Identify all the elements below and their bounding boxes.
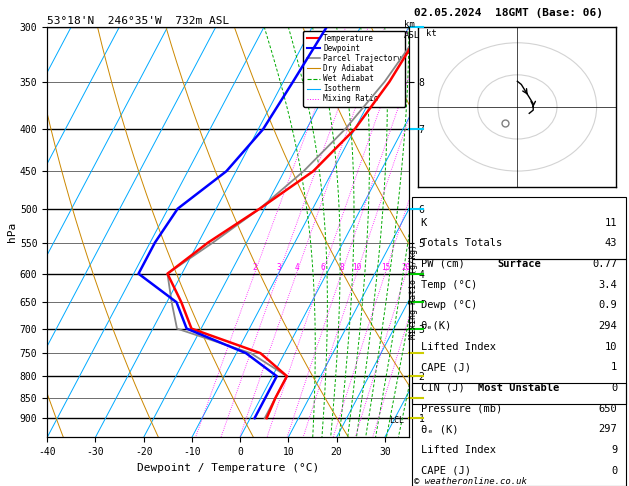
Text: 650: 650: [599, 403, 617, 414]
Text: 10: 10: [353, 263, 362, 272]
Text: θₑ (K): θₑ (K): [421, 424, 458, 434]
Text: 53°18'N  246°35'W  732m ASL: 53°18'N 246°35'W 732m ASL: [47, 16, 230, 26]
Text: LCL: LCL: [389, 416, 404, 425]
Text: 3.4: 3.4: [599, 279, 617, 290]
Text: Lifted Index: Lifted Index: [421, 445, 496, 455]
Text: 9: 9: [611, 445, 617, 455]
Text: 0: 0: [611, 383, 617, 393]
Text: 6: 6: [321, 263, 325, 272]
Text: Totals Totals: Totals Totals: [421, 238, 502, 248]
Legend: Temperature, Dewpoint, Parcel Trajectory, Dry Adiabat, Wet Adiabat, Isotherm, Mi: Temperature, Dewpoint, Parcel Trajectory…: [303, 31, 405, 106]
Text: km
ASL: km ASL: [404, 20, 420, 40]
Text: 15: 15: [381, 263, 390, 272]
Text: Mixing Ratio (g/kg): Mixing Ratio (g/kg): [409, 244, 418, 339]
Text: Lifted Index: Lifted Index: [421, 342, 496, 351]
Text: θₑ(K): θₑ(K): [421, 321, 452, 331]
Text: 4: 4: [295, 263, 299, 272]
Bar: [412, 259, 626, 403]
Text: CAPE (J): CAPE (J): [421, 362, 470, 372]
Text: Surface: Surface: [497, 259, 541, 269]
Text: © weatheronline.co.uk: © weatheronline.co.uk: [414, 477, 526, 486]
Y-axis label: hPa: hPa: [7, 222, 17, 242]
Text: Dewp (°C): Dewp (°C): [421, 300, 477, 310]
Text: 0: 0: [611, 466, 617, 476]
Text: 1: 1: [611, 362, 617, 372]
Text: 297: 297: [599, 424, 617, 434]
Text: kt: kt: [426, 29, 437, 38]
Text: 8: 8: [340, 263, 344, 272]
Text: CAPE (J): CAPE (J): [421, 466, 470, 476]
Text: CIN (J): CIN (J): [421, 383, 464, 393]
Text: K: K: [421, 218, 427, 227]
Text: 20: 20: [402, 263, 411, 272]
Text: 3: 3: [277, 263, 282, 272]
Text: Most Unstable: Most Unstable: [478, 383, 560, 393]
Text: 11: 11: [605, 218, 617, 227]
Text: Pressure (mb): Pressure (mb): [421, 403, 502, 414]
Text: 10: 10: [605, 342, 617, 351]
Bar: [412, 383, 626, 486]
Bar: [412, 197, 626, 259]
Text: 43: 43: [605, 238, 617, 248]
Text: PW (cm): PW (cm): [421, 259, 464, 269]
Text: 02.05.2024  18GMT (Base: 06): 02.05.2024 18GMT (Base: 06): [414, 8, 603, 17]
Text: 294: 294: [599, 321, 617, 331]
Text: 0.77: 0.77: [593, 259, 617, 269]
Text: 0.9: 0.9: [599, 300, 617, 310]
Text: Temp (°C): Temp (°C): [421, 279, 477, 290]
Text: 2: 2: [253, 263, 257, 272]
X-axis label: Dewpoint / Temperature (°C): Dewpoint / Temperature (°C): [137, 463, 319, 473]
